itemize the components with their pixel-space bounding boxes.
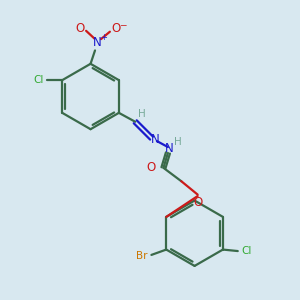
Text: N: N	[151, 133, 160, 146]
Text: −: −	[119, 21, 127, 30]
Text: Cl: Cl	[34, 75, 44, 85]
Text: H: H	[138, 109, 146, 119]
Text: O: O	[112, 22, 121, 35]
Text: O: O	[146, 161, 156, 174]
Text: O: O	[193, 196, 202, 209]
Text: Cl: Cl	[241, 246, 251, 256]
Text: H: H	[174, 137, 182, 147]
Text: N: N	[165, 142, 174, 155]
Text: +: +	[100, 33, 107, 42]
Text: O: O	[75, 22, 84, 35]
Text: Br: Br	[136, 251, 148, 261]
Text: N: N	[93, 36, 102, 49]
